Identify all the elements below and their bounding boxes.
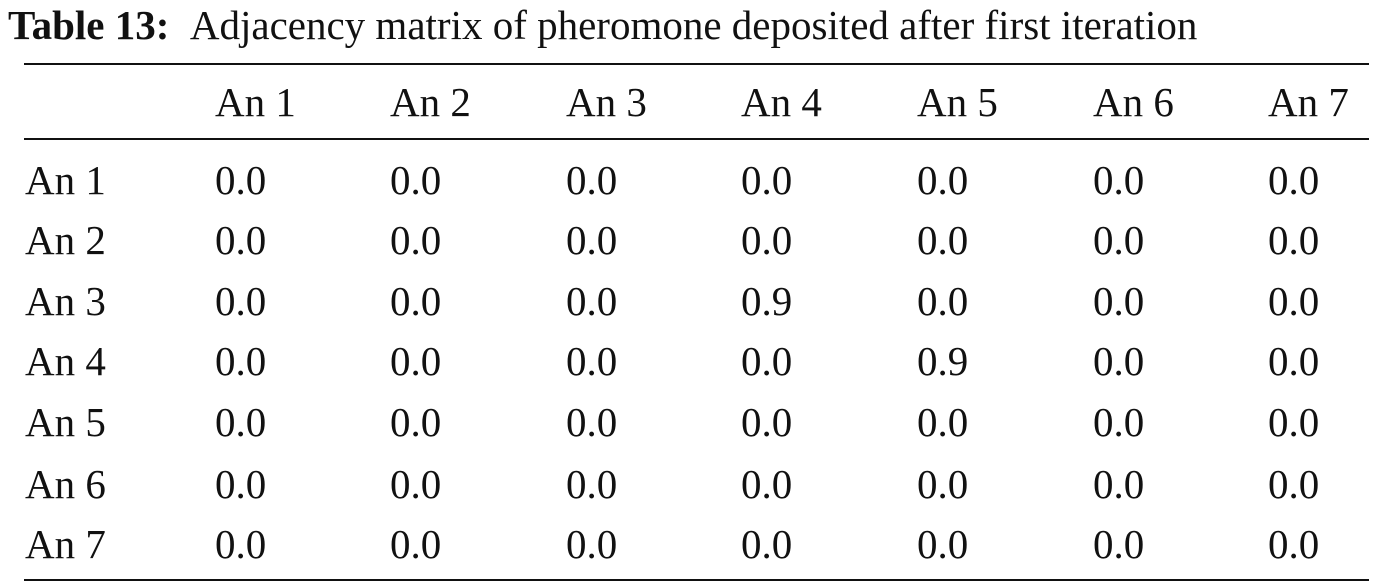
table-cell: 0.0 <box>390 399 442 445</box>
column-header: An 2 <box>390 79 471 125</box>
row-label: An 2 <box>25 217 106 263</box>
row-label: An 3 <box>25 278 106 324</box>
table-cell: 0.0 <box>390 157 442 203</box>
row-label: An 4 <box>25 338 106 384</box>
table-cell: 0.0 <box>1268 338 1320 384</box>
table-cell: 0.0 <box>566 157 618 203</box>
row-label: An 5 <box>25 399 106 445</box>
table-cell: 0.0 <box>917 278 969 324</box>
table-row: An 1 0.0 0.0 0.0 0.0 0.0 0.0 0.0 <box>0 150 1398 210</box>
caption-label: Table 13: <box>8 2 170 48</box>
table-cell: 0.0 <box>566 521 618 567</box>
table-cell: 0.0 <box>1093 278 1145 324</box>
table-cell: 0.0 <box>1268 278 1320 324</box>
table-cell: 0.0 <box>917 461 969 507</box>
row-label: An 6 <box>25 461 106 507</box>
table-row: An 2 0.0 0.0 0.0 0.0 0.0 0.0 0.0 <box>0 210 1398 270</box>
column-header: An 4 <box>741 79 822 125</box>
table-cell: 0.0 <box>566 278 618 324</box>
table-cell: 0.0 <box>741 217 793 263</box>
table-cell: 0.0 <box>917 521 969 567</box>
table-cell: 0.0 <box>390 461 442 507</box>
table-cell: 0.0 <box>1268 217 1320 263</box>
table-cell: 0.0 <box>215 217 267 263</box>
column-header: An 6 <box>1093 79 1174 125</box>
column-header: An 5 <box>917 79 998 125</box>
table-cell: 0.0 <box>917 399 969 445</box>
table-top-rule <box>24 63 1369 65</box>
table-cell: 0.0 <box>215 399 267 445</box>
table-cell: 0.0 <box>1093 399 1145 445</box>
table-cell: 0.0 <box>566 461 618 507</box>
table-cell: 0.0 <box>917 217 969 263</box>
table-cell: 0.0 <box>1268 521 1320 567</box>
caption-text: Adjacency matrix of pheromone deposited … <box>189 2 1198 48</box>
table-cell: 0.0 <box>741 399 793 445</box>
table-cell: 0.0 <box>566 338 618 384</box>
table-cell: 0.0 <box>390 278 442 324</box>
table-cell: 0.0 <box>741 521 793 567</box>
table-row: An 5 0.0 0.0 0.0 0.0 0.0 0.0 0.0 <box>0 392 1398 452</box>
table-cell: 0.0 <box>215 157 267 203</box>
row-label: An 7 <box>25 521 106 567</box>
table-cell: 0.0 <box>215 461 267 507</box>
table-cell: 0.0 <box>1268 399 1320 445</box>
table-cell: 0.0 <box>741 461 793 507</box>
table-cell: 0.0 <box>566 399 618 445</box>
table-cell: 0.0 <box>741 338 793 384</box>
table-cell: 0.0 <box>741 157 793 203</box>
column-header: An 3 <box>566 79 647 125</box>
table-cell: 0.0 <box>1093 521 1145 567</box>
table-cell: 0.0 <box>917 157 969 203</box>
table-cell: 0.0 <box>390 217 442 263</box>
table-bottom-rule <box>24 579 1369 581</box>
table-cell: 0.0 <box>1093 157 1145 203</box>
table-header-rule <box>24 138 1369 140</box>
row-label: An 1 <box>25 157 106 203</box>
table-cell: 0.9 <box>741 278 793 324</box>
table-cell: 0.0 <box>215 521 267 567</box>
table-cell: 0.0 <box>1093 338 1145 384</box>
table-cell: 0.0 <box>1093 461 1145 507</box>
table-row: An 7 0.0 0.0 0.0 0.0 0.0 0.0 0.0 <box>0 514 1398 574</box>
table-cell: 0.9 <box>917 338 969 384</box>
table-cell: 0.0 <box>390 338 442 384</box>
table-cell: 0.0 <box>566 217 618 263</box>
table-cell: 0.0 <box>1268 157 1320 203</box>
column-header: An 1 <box>215 79 296 125</box>
table-row: An 3 0.0 0.0 0.0 0.9 0.0 0.0 0.0 <box>0 271 1398 331</box>
table-cell: 0.0 <box>215 278 267 324</box>
table-cell: 0.0 <box>1268 461 1320 507</box>
table-row: An 4 0.0 0.0 0.0 0.0 0.9 0.0 0.0 <box>0 331 1398 391</box>
table-row: An 6 0.0 0.0 0.0 0.0 0.0 0.0 0.0 <box>0 454 1398 514</box>
table-header-row: An 1 An 2 An 3 An 4 An 5 An 6 An 7 <box>0 72 1398 132</box>
column-header: An 7 <box>1268 79 1349 125</box>
table-cell: 0.0 <box>215 338 267 384</box>
table-cell: 0.0 <box>1093 217 1145 263</box>
table-cell: 0.0 <box>390 521 442 567</box>
table-caption: Table 13: Adjacency matrix of pheromone … <box>8 0 1197 50</box>
